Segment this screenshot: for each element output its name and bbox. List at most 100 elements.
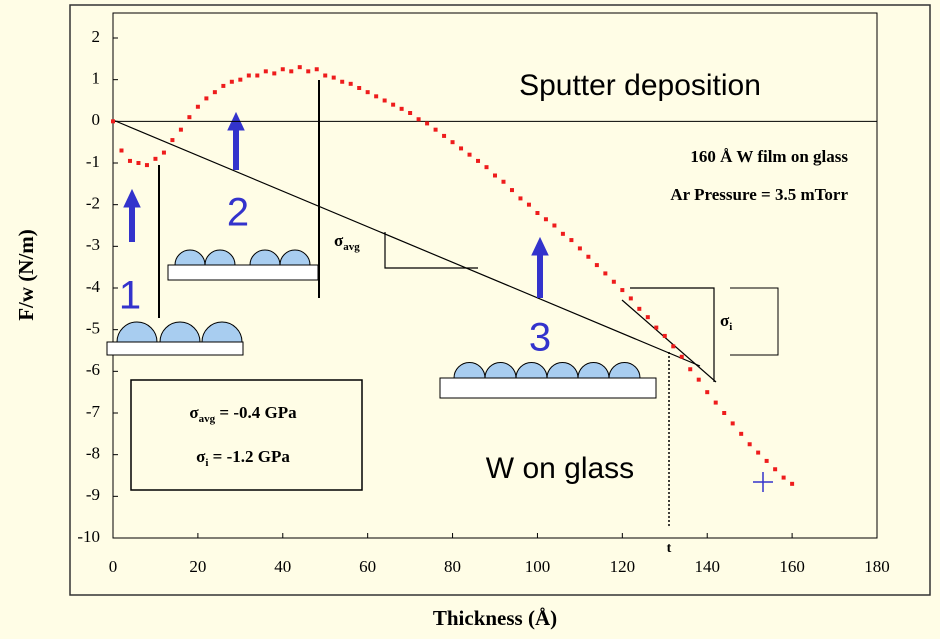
stage-2-cartoon (167, 249, 319, 281)
y-axis-label: F/w (N/m) (14, 229, 38, 321)
point (569, 238, 574, 243)
symbol: σ (189, 403, 199, 422)
point (764, 458, 769, 463)
slope-triangle (630, 287, 715, 382)
x-tick-label: 120 (610, 557, 636, 576)
point (535, 211, 540, 215)
point (450, 140, 455, 145)
point (552, 223, 557, 228)
stage-label: 3 (529, 316, 551, 360)
point (272, 71, 277, 76)
point (790, 481, 795, 486)
point (730, 421, 735, 426)
point (416, 117, 421, 122)
point (484, 165, 489, 170)
annotation: Sputter deposition (519, 69, 761, 102)
y-tick-label: -3 (86, 235, 100, 254)
point (178, 127, 183, 132)
point (238, 77, 243, 82)
point (526, 202, 531, 207)
point (781, 475, 786, 480)
x-tick-label: 60 (359, 557, 376, 576)
annotation: σi (720, 311, 732, 333)
point (543, 217, 548, 222)
point (560, 231, 565, 236)
point (501, 179, 506, 184)
annotation: σavg (334, 231, 360, 253)
subscript: i (205, 457, 208, 469)
point (391, 102, 396, 107)
stage-label: 1 (119, 274, 141, 318)
point (195, 104, 200, 109)
y-tick-label: -1 (86, 152, 100, 171)
point (476, 158, 481, 163)
subscript: i (729, 321, 732, 333)
point (374, 94, 379, 99)
point (280, 67, 285, 72)
point (509, 188, 514, 193)
point (212, 90, 217, 95)
y-tick-label: -8 (86, 444, 100, 463)
point (340, 79, 345, 84)
point (306, 69, 311, 74)
point (713, 400, 718, 405)
point (603, 271, 608, 276)
x-tick-label: 100 (525, 557, 551, 576)
point (229, 79, 234, 84)
annotation: t (667, 541, 672, 556)
point (662, 333, 667, 338)
point (467, 152, 472, 157)
point (263, 69, 268, 74)
point (518, 196, 523, 201)
point (442, 133, 447, 138)
x-tick-label: 180 (864, 557, 890, 576)
point (611, 279, 616, 284)
point (153, 156, 158, 161)
point (756, 450, 761, 455)
x-tick-label: 40 (274, 557, 291, 576)
point (577, 246, 582, 251)
y-tick-label: -10 (77, 527, 100, 546)
summary-line: σi = -1.2 GPa (196, 447, 290, 469)
point (747, 442, 752, 447)
point (408, 111, 413, 115)
y-tick-label: -7 (86, 402, 101, 421)
subscript: avg (343, 241, 360, 253)
point (170, 138, 175, 143)
point (705, 390, 710, 395)
point (399, 106, 404, 111)
point (204, 96, 209, 101)
y-tick-label: 2 (92, 27, 101, 46)
y-tick-label: -5 (86, 319, 100, 338)
point (739, 431, 744, 436)
point (671, 344, 676, 349)
arrows (123, 111, 549, 298)
point (136, 161, 141, 165)
symbol: σ (196, 447, 206, 466)
point (331, 75, 336, 80)
annotation: 160 Å W film on glass (690, 147, 848, 166)
x-tick-label: 160 (779, 557, 805, 576)
point (620, 288, 625, 293)
y-tick-label: -6 (86, 360, 100, 379)
point (127, 158, 132, 163)
point (773, 467, 778, 472)
x-tick-label: 140 (694, 557, 720, 576)
text: = -0.4 GPa (215, 403, 297, 422)
stage-3-cartoon (439, 362, 657, 399)
point (314, 67, 319, 72)
point (246, 73, 251, 78)
point (459, 146, 464, 151)
end-marker (753, 472, 773, 492)
slope-triangle (384, 232, 478, 269)
point (382, 98, 387, 103)
point (654, 325, 659, 330)
point (628, 296, 633, 301)
symbol: σ (720, 311, 730, 330)
point (111, 119, 115, 124)
y-tick-label: -9 (86, 485, 100, 504)
point (119, 148, 124, 153)
point (289, 69, 294, 74)
point (688, 367, 693, 372)
